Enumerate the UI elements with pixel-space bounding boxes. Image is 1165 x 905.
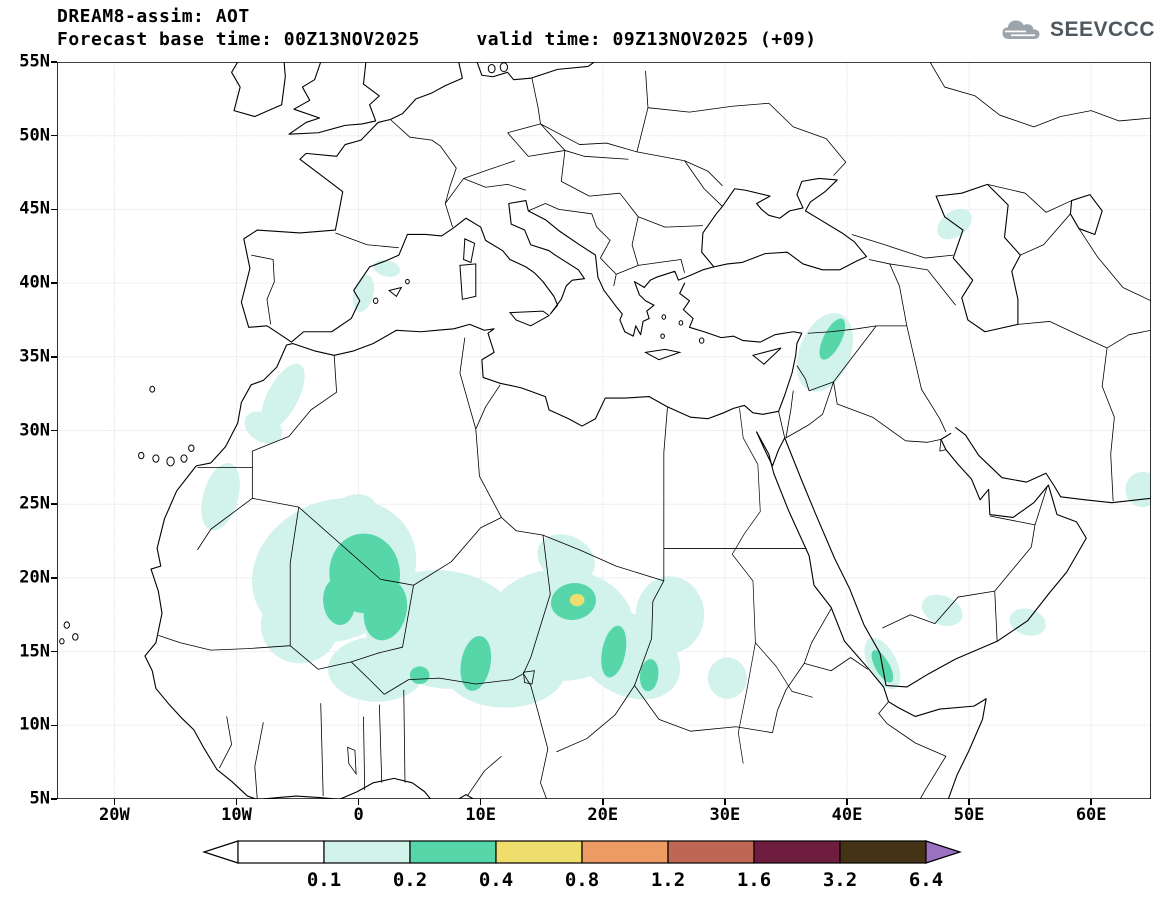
aot-region-band-2: [819, 318, 846, 360]
colorbar-segment: [581, 840, 669, 864]
y-axis-tick: [51, 61, 57, 63]
y-axis-label: 35N: [19, 346, 50, 367]
y-axis-tick: [51, 208, 57, 211]
y-axis-tick: [51, 282, 57, 284]
aot-region-band-1: [201, 463, 240, 531]
y-axis-label: 40N: [19, 272, 50, 293]
colorbar-label: 1.6: [737, 869, 771, 891]
colorbar-segment: [323, 840, 411, 864]
aot-region-band-1: [707, 657, 747, 699]
y-axis-label: 30N: [19, 420, 50, 440]
islands: [60, 63, 781, 644]
aot-region-band-1: [1125, 471, 1151, 508]
y-axis-label: 20N: [19, 567, 50, 588]
y-axis-label: 5N: [29, 788, 50, 809]
forecast-time-line: Forecast base time: 00Z13NOV2025 valid t…: [57, 29, 817, 50]
x-axis-tick: [1090, 799, 1092, 805]
aot-region-band-2: [639, 659, 659, 692]
y-axis-tick: [51, 577, 57, 579]
aot-region-band-1: [373, 259, 400, 277]
x-axis-label: 20E: [587, 805, 619, 825]
logo-text: SEEVCCC: [1049, 18, 1155, 41]
aot-region-band-1: [352, 274, 375, 312]
colorbar-segment: [839, 840, 927, 864]
y-axis-tick: [51, 503, 57, 505]
colorbar-label: 0.2: [393, 869, 427, 891]
x-axis-label: 40E: [831, 805, 863, 825]
y-axis-tick: [51, 134, 57, 137]
aot-region-band-2: [409, 666, 430, 685]
x-axis-tick: [113, 799, 116, 805]
colorbar-segment: [495, 840, 583, 864]
y-axis-label: 50N: [19, 125, 50, 146]
x-axis-label: 0: [353, 805, 364, 825]
x-axis-tick: [479, 799, 482, 805]
colorbar-segment: [753, 840, 841, 864]
x-axis-label: 30E: [709, 805, 741, 825]
aot-region-band-1: [921, 594, 963, 626]
y-axis-label: 45N: [19, 198, 50, 219]
x-axis-label: 60E: [1075, 805, 1107, 825]
y-axis-tick: [51, 429, 57, 432]
y-axis-label: 55N: [19, 51, 50, 72]
x-axis-tick: [968, 799, 970, 805]
x-axis-tick: [235, 799, 238, 805]
aot-region-band-3: [569, 593, 585, 607]
colorbar: 0.1 0.2 0.4 0.8 1.2 1.6 3.2 6.4: [202, 840, 962, 891]
colorbar-label: 1.2: [651, 869, 685, 891]
y-axis-tick: [51, 650, 57, 653]
x-axis-label: 50E: [953, 805, 985, 825]
country-borders: [158, 62, 1151, 799]
colorbar-label: 6.4: [909, 869, 943, 891]
colorbar-over-arrow: [925, 840, 962, 864]
aot-region-band-1: [244, 411, 283, 444]
aot-region-band-1: [260, 586, 340, 664]
colorbar-label: 0.4: [479, 869, 513, 891]
map-frame: [57, 62, 1151, 799]
x-axis-tick: [846, 799, 848, 805]
colorbar-label: 0.8: [565, 869, 599, 891]
aot-region-band-1: [328, 636, 426, 702]
aot-region-band-1: [261, 363, 305, 430]
x-axis-tick: [602, 799, 604, 805]
seevccc-logo: SEEVCCC: [999, 16, 1155, 44]
aot-region-band-2: [460, 635, 492, 691]
x-axis-label: 20W: [99, 805, 130, 825]
colorbar-label: 0.1: [307, 869, 341, 891]
x-axis-label: 10W: [221, 805, 252, 825]
grid-layer: [57, 62, 1151, 799]
y-axis-tick: [51, 798, 57, 800]
aot-region-band-2: [323, 578, 356, 625]
y-axis-tick: [51, 724, 57, 727]
y-axis-label: 10N: [19, 714, 50, 735]
colorbar-segment: [237, 840, 325, 864]
aot-region-band-1: [1009, 608, 1046, 636]
y-axis-label: 25N: [19, 493, 50, 514]
forecast-map: [57, 62, 1151, 799]
aot-region-band-1: [635, 576, 705, 654]
colorbar-label: 3.2: [823, 869, 857, 891]
y-axis-label: 15N: [19, 641, 50, 662]
coastlines: [145, 62, 1151, 799]
rivers-and-lakes: [348, 408, 813, 774]
aot-region-band-2: [363, 580, 408, 641]
x-axis-tick: [357, 799, 360, 805]
colorbar-under-arrow: [202, 840, 239, 864]
aot-shading-layer: [201, 208, 1151, 708]
x-axis-label: 10E: [465, 805, 497, 825]
aot-region-band-1: [326, 494, 379, 544]
y-axis-tick: [51, 356, 57, 358]
page-title: DREAM8-assim: AOT: [57, 6, 250, 27]
aot-region-band-1: [537, 534, 595, 584]
colorbar-segment: [409, 840, 497, 864]
cloud-icon: [1002, 20, 1040, 39]
aot-region-band-2: [601, 625, 627, 678]
colorbar-segment: [667, 840, 755, 864]
x-axis-tick: [724, 799, 726, 805]
